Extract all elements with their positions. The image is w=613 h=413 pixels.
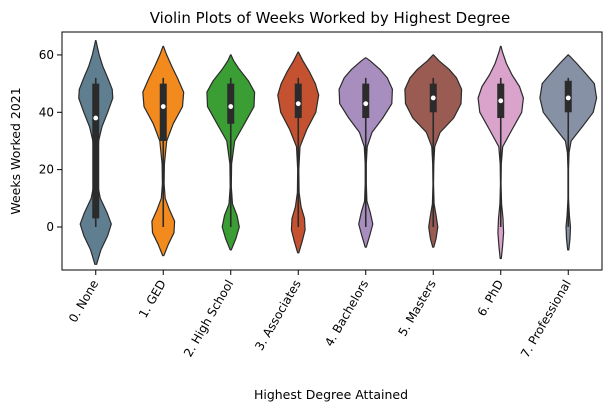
violin-1 <box>142 45 185 257</box>
violins <box>78 40 598 265</box>
x-axis-label: Highest Degree Attained <box>254 387 408 402</box>
violin-median <box>498 98 504 104</box>
y-tick-label: 20 <box>39 163 54 177</box>
violin-iqr-box <box>362 83 370 119</box>
x-tick-label: 2. High School <box>181 278 236 360</box>
plot-frame <box>61 31 603 271</box>
violin-median <box>565 95 571 101</box>
violin-3 <box>277 51 320 254</box>
violin-iqr-box <box>227 83 235 124</box>
violin-median <box>228 104 234 109</box>
y-tick-label: 60 <box>39 48 54 62</box>
x-axis: 0. None 1. GED 2. High School 3. Associates… <box>66 270 574 360</box>
chart-title: Violin Plots of Weeks Worked by Highest … <box>150 9 511 27</box>
y-axis: 0 20 40 60 <box>39 48 62 234</box>
violin-median <box>430 95 436 101</box>
x-tick-label: 7. Professional <box>518 278 574 361</box>
y-tick-label: 40 <box>39 105 54 119</box>
violin-2 <box>206 54 256 251</box>
violin-7 <box>539 54 598 251</box>
violin-5 <box>404 54 463 248</box>
violin-6 <box>477 45 524 260</box>
y-tick-label: 0 <box>46 220 54 234</box>
violin-median <box>363 101 369 107</box>
x-tick-label: 6. PhD <box>475 278 507 319</box>
violin-median <box>295 101 301 107</box>
x-tick-label: 3. Associates <box>252 278 304 353</box>
x-tick-label: 4. Bachelors <box>322 278 371 349</box>
x-tick-label: 5. Masters <box>395 278 438 339</box>
violin-median <box>160 104 166 109</box>
violin-4 <box>338 57 393 248</box>
x-tick-label: 1. GED <box>136 278 169 321</box>
violin-0 <box>78 40 114 265</box>
y-axis-label: Weeks Worked 2021 <box>8 87 23 214</box>
violin-iqr-box <box>92 83 100 219</box>
x-tick-label: 0. None <box>66 278 101 325</box>
violin-iqr-box <box>294 83 302 119</box>
violin-median <box>93 115 99 121</box>
violin-iqr-box <box>159 83 167 141</box>
